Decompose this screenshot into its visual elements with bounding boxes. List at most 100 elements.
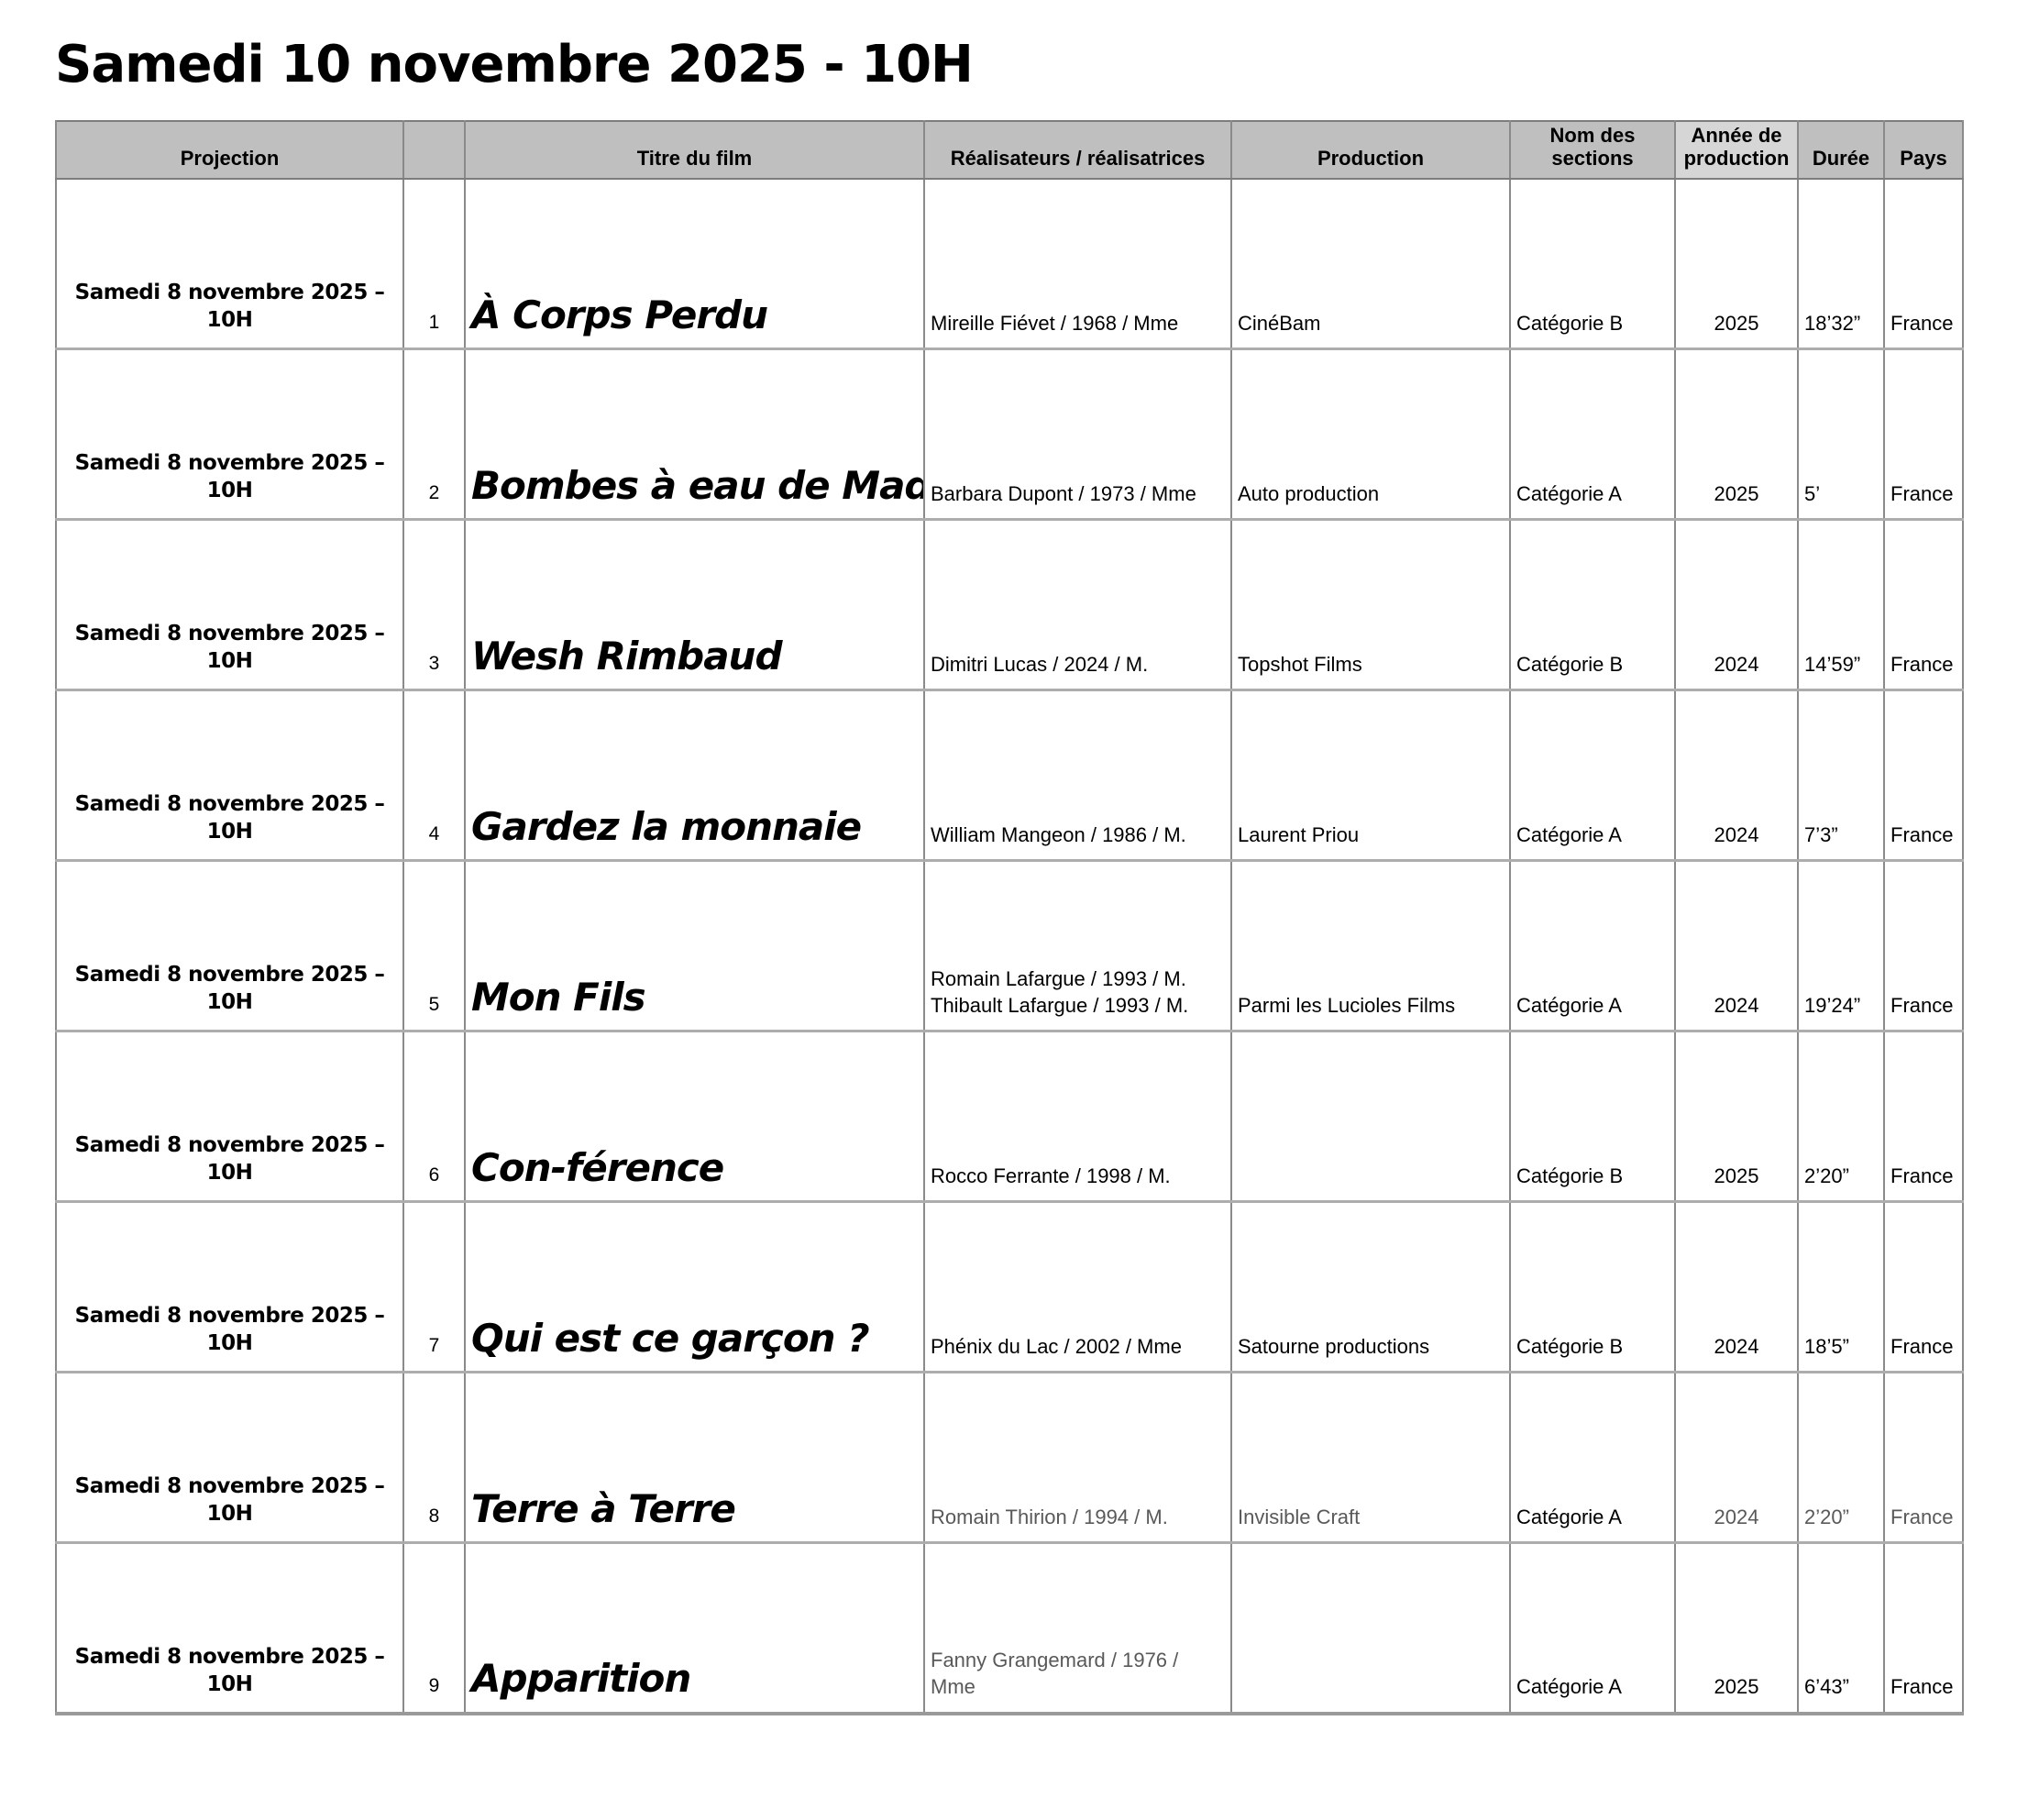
table-row: Samedi 8 novembre 2025 – 10H 8 Terre à T… bbox=[55, 1372, 1964, 1545]
year-cell: 2025 bbox=[1674, 348, 1799, 522]
table-row: Samedi 8 novembre 2025 – 10H 7 Qui est c… bbox=[55, 1201, 1964, 1374]
production-cell: Auto production bbox=[1230, 348, 1511, 522]
table-row: Samedi 8 novembre 2025 – 10H 9 Apparitio… bbox=[55, 1542, 1964, 1715]
duration-cell: 5’ bbox=[1797, 348, 1885, 522]
section-cell: Catégorie B bbox=[1509, 178, 1676, 351]
section-cell: Catégorie A bbox=[1509, 689, 1676, 863]
projection-cell: Samedi 8 novembre 2025 – 10H bbox=[55, 348, 404, 522]
year-cell: 2025 bbox=[1674, 1031, 1799, 1204]
header-row: Projection Titre du film Réalisateurs / … bbox=[55, 121, 1964, 180]
directors-cell: Barbara Dupont / 1973 / Mme bbox=[923, 348, 1232, 522]
header-number bbox=[402, 121, 466, 180]
row-number: 6 bbox=[402, 1031, 466, 1204]
row-number: 7 bbox=[402, 1201, 466, 1374]
header-film-title: Titre du film bbox=[464, 121, 925, 180]
duration-cell: 19’24” bbox=[1797, 860, 1885, 1033]
year-cell: 2025 bbox=[1674, 178, 1799, 351]
row-number: 5 bbox=[402, 860, 466, 1033]
film-title: Apparition bbox=[464, 1542, 925, 1715]
table-row: Samedi 8 novembre 2025 – 10H 2 Bombes à … bbox=[55, 348, 1964, 522]
projection-cell: Samedi 8 novembre 2025 – 10H bbox=[55, 689, 404, 863]
duration-cell: 2’20” bbox=[1797, 1372, 1885, 1545]
header-duration: Durée bbox=[1797, 121, 1885, 180]
section-cell: Catégorie B bbox=[1509, 1031, 1676, 1204]
directors-cell: Rocco Ferrante / 1998 / M. bbox=[923, 1031, 1232, 1204]
production-cell bbox=[1230, 1031, 1511, 1204]
production-cell: Topshot Films bbox=[1230, 519, 1511, 692]
film-title: Con-férence bbox=[464, 1031, 925, 1204]
header-production-year: Année de production bbox=[1674, 121, 1799, 180]
header-projection: Projection bbox=[55, 121, 404, 180]
table-body: Samedi 8 novembre 2025 – 10H 1 À Corps P… bbox=[55, 178, 1964, 1715]
film-title: Terre à Terre bbox=[464, 1372, 925, 1545]
projection-cell: Samedi 8 novembre 2025 – 10H bbox=[55, 178, 404, 351]
row-number: 1 bbox=[402, 178, 466, 351]
film-title: Gardez la monnaie bbox=[464, 689, 925, 863]
production-cell: Parmi les Lucioles Films bbox=[1230, 860, 1511, 1033]
film-title: À Corps Perdu bbox=[464, 178, 925, 351]
duration-cell: 18’32” bbox=[1797, 178, 1885, 351]
directors-cell: Phénix du Lac / 2002 / Mme bbox=[923, 1201, 1232, 1374]
country-cell: France bbox=[1883, 1542, 1964, 1715]
table-row: Samedi 8 novembre 2025 – 10H 3 Wesh Rimb… bbox=[55, 519, 1964, 692]
directors-cell: Fanny Grangemard / 1976 / Mme bbox=[923, 1542, 1232, 1715]
projection-cell: Samedi 8 novembre 2025 – 10H bbox=[55, 1542, 404, 1715]
directors-cell: William Mangeon / 1986 / M. bbox=[923, 689, 1232, 863]
projection-cell: Samedi 8 novembre 2025 – 10H bbox=[55, 1372, 404, 1545]
duration-cell: 7’3” bbox=[1797, 689, 1885, 863]
directors-cell: Mireille Fiévet / 1968 / Mme bbox=[923, 178, 1232, 351]
production-cell: Laurent Priou bbox=[1230, 689, 1511, 863]
table-header: Projection Titre du film Réalisateurs / … bbox=[55, 121, 1964, 180]
year-cell: 2024 bbox=[1674, 689, 1799, 863]
production-cell: Satourne productions bbox=[1230, 1201, 1511, 1374]
header-production: Production bbox=[1230, 121, 1511, 180]
header-sections: Nom des sections bbox=[1509, 121, 1676, 180]
country-cell: France bbox=[1883, 689, 1964, 863]
production-cell: Invisible Craft bbox=[1230, 1372, 1511, 1545]
film-title: Mon Fils bbox=[464, 860, 925, 1033]
duration-cell: 18’5” bbox=[1797, 1201, 1885, 1374]
section-cell: Catégorie A bbox=[1509, 1542, 1676, 1715]
year-cell: 2024 bbox=[1674, 519, 1799, 692]
directors-cell: Romain Lafargue / 1993 / M. Thibault Laf… bbox=[923, 860, 1232, 1033]
directors-cell: Romain Thirion / 1994 / M. bbox=[923, 1372, 1232, 1545]
year-cell: 2025 bbox=[1674, 1542, 1799, 1715]
row-number: 9 bbox=[402, 1542, 466, 1715]
country-cell: France bbox=[1883, 1372, 1964, 1545]
directors-cell: Dimitri Lucas / 2024 / M. bbox=[923, 519, 1232, 692]
projection-cell: Samedi 8 novembre 2025 – 10H bbox=[55, 1031, 404, 1204]
films-schedule-table: Projection Titre du film Réalisateurs / … bbox=[55, 120, 1964, 1715]
year-cell: 2024 bbox=[1674, 860, 1799, 1033]
row-number: 8 bbox=[402, 1372, 466, 1545]
section-cell: Catégorie A bbox=[1509, 860, 1676, 1033]
film-title: Bombes à eau de Madeleine bbox=[464, 348, 925, 522]
film-title: Qui est ce garçon ? bbox=[464, 1201, 925, 1374]
duration-cell: 6’43” bbox=[1797, 1542, 1885, 1715]
section-cell: Catégorie B bbox=[1509, 519, 1676, 692]
header-country: Pays bbox=[1883, 121, 1964, 180]
country-cell: France bbox=[1883, 1201, 1964, 1374]
projection-cell: Samedi 8 novembre 2025 – 10H bbox=[55, 1201, 404, 1374]
section-cell: Catégorie A bbox=[1509, 1372, 1676, 1545]
country-cell: France bbox=[1883, 1031, 1964, 1204]
year-cell: 2024 bbox=[1674, 1201, 1799, 1374]
section-cell: Catégorie A bbox=[1509, 348, 1676, 522]
film-title: Wesh Rimbaud bbox=[464, 519, 925, 692]
row-number: 2 bbox=[402, 348, 466, 522]
section-cell: Catégorie B bbox=[1509, 1201, 1676, 1374]
table-row: Samedi 8 novembre 2025 – 10H 4 Gardez la… bbox=[55, 689, 1964, 863]
country-cell: France bbox=[1883, 519, 1964, 692]
production-cell: CinéBam bbox=[1230, 178, 1511, 351]
header-directors: Réalisateurs / réalisatrices bbox=[923, 121, 1232, 180]
country-cell: France bbox=[1883, 348, 1964, 522]
row-number: 3 bbox=[402, 519, 466, 692]
table-row: Samedi 8 novembre 2025 – 10H 1 À Corps P… bbox=[55, 178, 1964, 351]
country-cell: France bbox=[1883, 178, 1964, 351]
table-row: Samedi 8 novembre 2025 – 10H 6 Con-féren… bbox=[55, 1031, 1964, 1204]
page-title: Samedi 10 novembre 2025 - 10H bbox=[55, 35, 974, 94]
country-cell: France bbox=[1883, 860, 1964, 1033]
projection-cell: Samedi 8 novembre 2025 – 10H bbox=[55, 860, 404, 1033]
year-cell: 2024 bbox=[1674, 1372, 1799, 1545]
projection-cell: Samedi 8 novembre 2025 – 10H bbox=[55, 519, 404, 692]
table-row: Samedi 8 novembre 2025 – 10H 5 Mon Fils … bbox=[55, 860, 1964, 1033]
